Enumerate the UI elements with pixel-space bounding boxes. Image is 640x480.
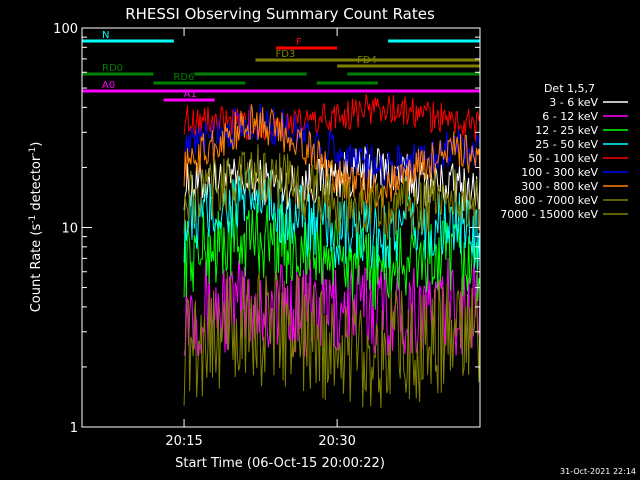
y-axis-label-main: Count Rate (s [29, 224, 44, 313]
y-tick-label-2: 100 [53, 22, 78, 37]
legend-label-7: 800 - 7000 keV [514, 194, 598, 207]
legend-label-1: 6 - 12 keV [542, 110, 598, 123]
y-axis-label: Count Rate (s-1 detector-1) [28, 142, 44, 313]
series-line-8 [183, 270, 481, 409]
x-tick-label-0: 20:15 [165, 434, 202, 449]
series-line-5 [183, 103, 481, 187]
series-line-6 [183, 104, 481, 208]
y-axis-label-sup2: -1 [28, 147, 38, 156]
y-axis-label-close: ) [29, 142, 44, 147]
flag-label-0: N [102, 30, 109, 41]
chart-title: RHESSI Observing Summary Count Rates [125, 5, 435, 23]
x-ticks: 20:15 20:30 [165, 28, 356, 449]
x-axis-label: Start Time (06-Oct-15 20:00:22) [175, 456, 385, 471]
series-line-3 [183, 168, 481, 270]
legend-label-8: 7000 - 15000 keV [500, 208, 598, 221]
timestamp: 31-Oct-2021 22:14 [560, 467, 636, 476]
series-traces [183, 93, 481, 409]
x-tick-label-1: 20:30 [318, 434, 355, 449]
y-axis-label-sup: -1 [28, 215, 38, 224]
series-line-1 [183, 257, 481, 357]
flag-label-6: A0 [102, 80, 115, 91]
series-line-7 [183, 144, 481, 240]
legend-label-4: 50 - 100 keV [528, 152, 598, 165]
flag-label-7: A1 [184, 89, 197, 100]
legend-label-0: 3 - 6 keV [549, 96, 598, 109]
y-tick-label-0: 1 [70, 421, 78, 436]
legend-label-6: 300 - 800 keV [521, 180, 598, 193]
series-line-4 [183, 93, 481, 142]
flag-label-3: FD4 [357, 55, 377, 66]
y-axis-label-tail: detector [29, 155, 44, 215]
flag-label-2: FD3 [275, 49, 295, 60]
y-ticks: 1 10 100 [53, 22, 480, 436]
legend-label-5: 100 - 300 keV [521, 166, 598, 179]
flag-label-1: F [296, 37, 302, 48]
flag-label-5: RD6 [173, 72, 194, 83]
legend-title: Det 1,5,7 [544, 82, 595, 95]
flag-label-4: RD0 [102, 63, 123, 74]
legend-label-3: 25 - 50 keV [535, 138, 598, 151]
y-tick-label-1: 10 [61, 222, 78, 237]
legend-label-2: 12 - 25 keV [535, 124, 598, 137]
